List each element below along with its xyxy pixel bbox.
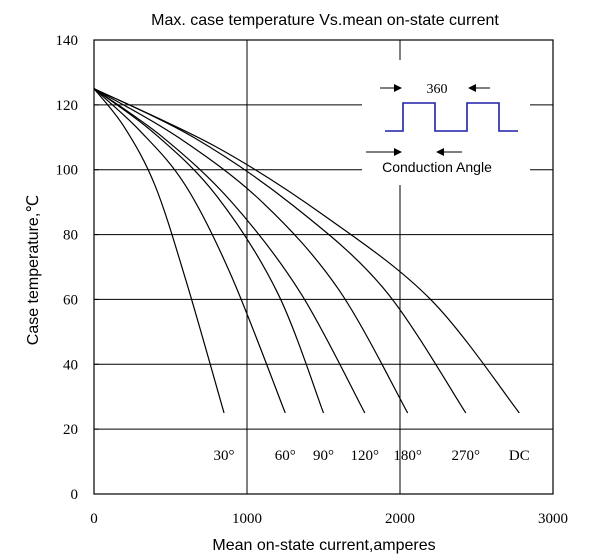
- arrow-head-icon: [394, 84, 402, 92]
- arrow-head-icon: [436, 148, 444, 156]
- arrow-head-icon: [394, 148, 402, 156]
- curve-120°: [93, 88, 366, 414]
- x-tick-label: 2000: [385, 511, 415, 527]
- curve-90°: [93, 88, 325, 414]
- x-axis-title: Mean on-state current,amperes: [212, 537, 435, 554]
- curve-60°: [93, 88, 286, 414]
- y-tick-label: 0: [71, 487, 79, 503]
- y-axis-title: Case temperature,℃: [25, 195, 42, 346]
- curve-DC: [93, 88, 520, 414]
- curve-label: 270°: [452, 448, 481, 464]
- curve-label: 120°: [351, 448, 380, 464]
- conduction-angle-inset: 360 Conduction Angle: [362, 60, 530, 185]
- arrow-head-icon: [468, 84, 476, 92]
- curve-label: 30°: [214, 448, 235, 464]
- chart-title: Max. case temperature Vs.mean on-state c…: [151, 12, 499, 29]
- curves: [93, 88, 520, 414]
- x-tick-label: 1000: [232, 511, 262, 527]
- y-tick-label: 120: [56, 98, 79, 114]
- x-tick-label: 0: [90, 511, 98, 527]
- y-tick-label: 60: [63, 292, 78, 308]
- curve-label: 90°: [313, 448, 334, 464]
- curve-label: DC: [509, 448, 530, 464]
- grid: [94, 40, 553, 494]
- plot-frame: [93, 39, 554, 495]
- curve-label: 60°: [275, 448, 296, 464]
- square-waveform: [385, 102, 518, 132]
- y-tick-label: 80: [63, 228, 78, 244]
- y-tick-label: 100: [56, 163, 79, 179]
- curve-180°: [93, 88, 409, 414]
- x-tick-label: 3000: [538, 511, 568, 527]
- curve-labels: 30° 60° 90° 120° 180° 270° DC: [214, 448, 530, 464]
- inset-background: [362, 60, 530, 185]
- conduction-angle-label: Conduction Angle: [382, 159, 492, 175]
- x-axis: 0 1000 2000 3000: [90, 489, 568, 527]
- curve-30°: [93, 88, 225, 414]
- y-tick-label: 140: [56, 33, 79, 49]
- y-tick-label: 20: [63, 422, 78, 438]
- inset-360-label: 360: [427, 82, 448, 97]
- y-axis: 0 20 40 60 80 100 120 140: [56, 33, 99, 503]
- y-tick-label: 40: [63, 357, 78, 373]
- curve-label: 180°: [393, 448, 422, 464]
